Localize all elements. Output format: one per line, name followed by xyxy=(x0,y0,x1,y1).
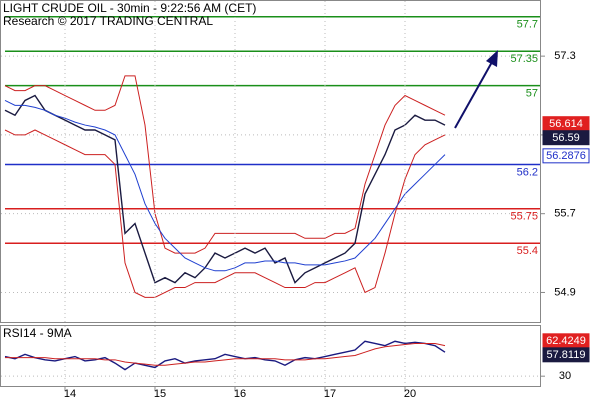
price-tag xyxy=(542,130,590,146)
price-tag xyxy=(542,148,590,164)
series-line xyxy=(4,94,446,284)
chart-subtitle: Research © 2017 TRADING CENTRAL xyxy=(3,14,213,28)
price-tag-label: 56.2876 xyxy=(546,150,586,162)
level-label: 57.35 xyxy=(510,53,538,65)
rsi-title: RSI14 - 9MA xyxy=(3,326,72,340)
arrow xyxy=(454,50,498,129)
level-label: 55.75 xyxy=(510,211,538,223)
x-tick-label: 20 xyxy=(404,388,416,400)
y-tick-label: 55.7 xyxy=(554,208,575,220)
level-label: 57.7 xyxy=(517,19,538,31)
series-line xyxy=(4,340,446,371)
x-tick-label: 14 xyxy=(64,388,76,400)
level-label: 55.4 xyxy=(517,245,538,257)
x-tick-label: 16 xyxy=(234,388,246,400)
y-tick-label: 54.9 xyxy=(554,286,575,298)
x-tick-label: 17 xyxy=(324,388,336,400)
chart-title: LIGHT CRUDE OIL - 30min - 9:22:56 AM (CE… xyxy=(3,1,256,15)
rsi-panel xyxy=(0,325,541,387)
series-line xyxy=(5,342,446,366)
main-panel xyxy=(0,0,541,323)
price-tag-label: 57.8119 xyxy=(547,349,586,361)
y-tick-label: 30 xyxy=(559,370,571,382)
series-line xyxy=(4,100,446,272)
level-label: 57 xyxy=(526,88,538,100)
series-line xyxy=(4,75,446,254)
price-tag-label: 62.4249 xyxy=(546,335,586,347)
price-tag-label: 56.59 xyxy=(552,132,580,144)
x-tick-label: 15 xyxy=(154,388,166,400)
y-tick-label: 57.3 xyxy=(554,50,575,62)
price-tag xyxy=(542,347,590,363)
price-tag-label: 56.614 xyxy=(549,118,583,130)
level-label: 56.2 xyxy=(517,166,538,178)
series-line xyxy=(4,129,446,298)
